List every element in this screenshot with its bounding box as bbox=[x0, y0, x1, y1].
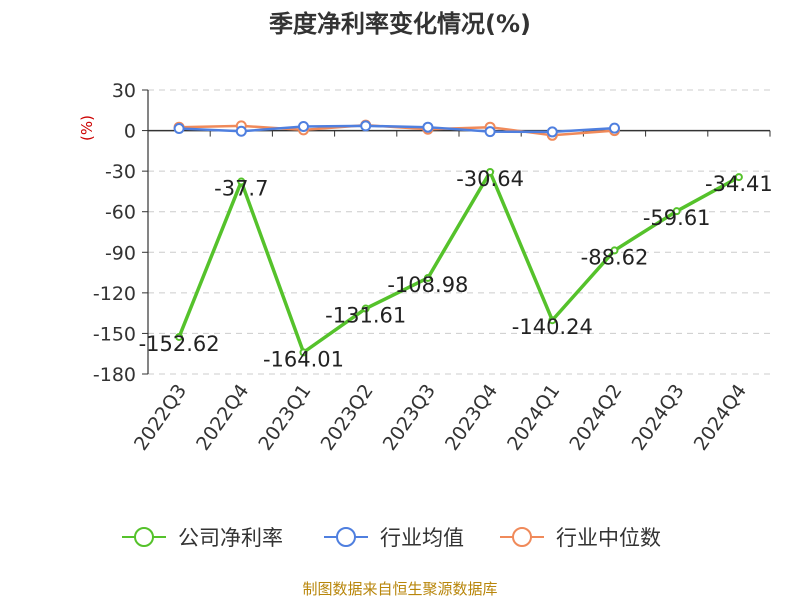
legend-label: 行业中位数 bbox=[556, 526, 661, 550]
data-label: -59.61 bbox=[643, 206, 711, 230]
data-point bbox=[237, 177, 246, 186]
legend-label: 公司净利率 bbox=[178, 526, 283, 550]
data-point bbox=[173, 123, 185, 135]
y-tick-label: -120 bbox=[93, 283, 136, 305]
x-tick-label: 2023Q1 bbox=[254, 380, 315, 454]
data-label: -131.61 bbox=[325, 304, 406, 328]
data-point bbox=[175, 332, 184, 341]
y-axis-unit: (%) bbox=[78, 115, 96, 141]
data-labels: -152.62 -37.7 -164.01 -131.61 -108.98 -30.64 -… bbox=[139, 167, 773, 371]
data-point bbox=[235, 125, 247, 137]
data-point bbox=[299, 348, 308, 357]
y-tick-label: -60 bbox=[105, 202, 136, 224]
data-label: -140.24 bbox=[512, 315, 593, 339]
data-label: -34.41 bbox=[705, 172, 773, 196]
data-point bbox=[361, 304, 370, 313]
source-note: 制图数据来自恒生聚源数据库 bbox=[302, 580, 497, 598]
y-tick-label: -30 bbox=[105, 161, 136, 183]
x-tick-label: 2022Q4 bbox=[192, 380, 253, 454]
legend-item[interactable]: 行业均值 bbox=[324, 526, 464, 550]
x-tick-label: 2022Q3 bbox=[130, 380, 191, 454]
series-lines bbox=[173, 119, 743, 357]
data-label: -30.64 bbox=[456, 167, 524, 191]
y-tick-label: 30 bbox=[112, 80, 136, 102]
y-tick-label: -180 bbox=[93, 364, 136, 386]
x-tick-labels: 2022Q3 2022Q4 2023Q1 2023Q2 2023Q3 2023Q4 2024… bbox=[130, 380, 751, 454]
x-tick-label: 2023Q2 bbox=[317, 380, 378, 454]
data-point bbox=[610, 246, 619, 255]
data-label: -152.62 bbox=[139, 332, 220, 356]
data-point bbox=[734, 173, 743, 182]
y-tick-label: -90 bbox=[105, 242, 136, 264]
data-label: -164.01 bbox=[263, 347, 344, 371]
x-tick-label: 2023Q3 bbox=[379, 380, 440, 454]
x-tick-label: 2024Q4 bbox=[690, 380, 751, 454]
data-point bbox=[298, 121, 309, 133]
series-line bbox=[179, 124, 615, 134]
data-point bbox=[484, 126, 496, 138]
y-tick-label: -150 bbox=[93, 323, 136, 345]
legend-label: 行业均值 bbox=[380, 526, 464, 550]
x-tick-label: 2023Q4 bbox=[441, 380, 502, 454]
data-point bbox=[360, 120, 372, 132]
chart-title: 季度净利率变化情况(%) bbox=[269, 10, 531, 38]
x-tick-label: 2024Q1 bbox=[503, 380, 564, 454]
legend-item[interactable]: 公司净利率 bbox=[122, 526, 283, 550]
series-line bbox=[177, 170, 740, 355]
legend-marker bbox=[512, 527, 532, 547]
x-tick-label: 2024Q2 bbox=[565, 380, 626, 454]
legend-marker bbox=[134, 527, 154, 547]
y-tick-labels: 30 0 -30 -60 -90 -120 -150 -180 bbox=[93, 80, 136, 386]
data-point bbox=[546, 126, 558, 138]
data-point bbox=[422, 121, 434, 133]
legend-item[interactable]: 行业中位数 bbox=[500, 526, 661, 550]
y-tick-label: 0 bbox=[124, 121, 136, 143]
x-tick-label: 2024Q3 bbox=[628, 380, 689, 454]
data-point bbox=[486, 168, 495, 177]
data-label: -88.62 bbox=[581, 245, 649, 269]
legend[interactable]: 公司净利率 行业均值 行业中位数 bbox=[122, 526, 661, 550]
data-point bbox=[423, 273, 432, 282]
data-point bbox=[609, 122, 620, 134]
data-label: -37.7 bbox=[214, 177, 268, 201]
data-point bbox=[672, 207, 681, 216]
data-label: -108.98 bbox=[387, 273, 468, 297]
data-point bbox=[548, 316, 557, 325]
legend-marker bbox=[336, 527, 356, 547]
